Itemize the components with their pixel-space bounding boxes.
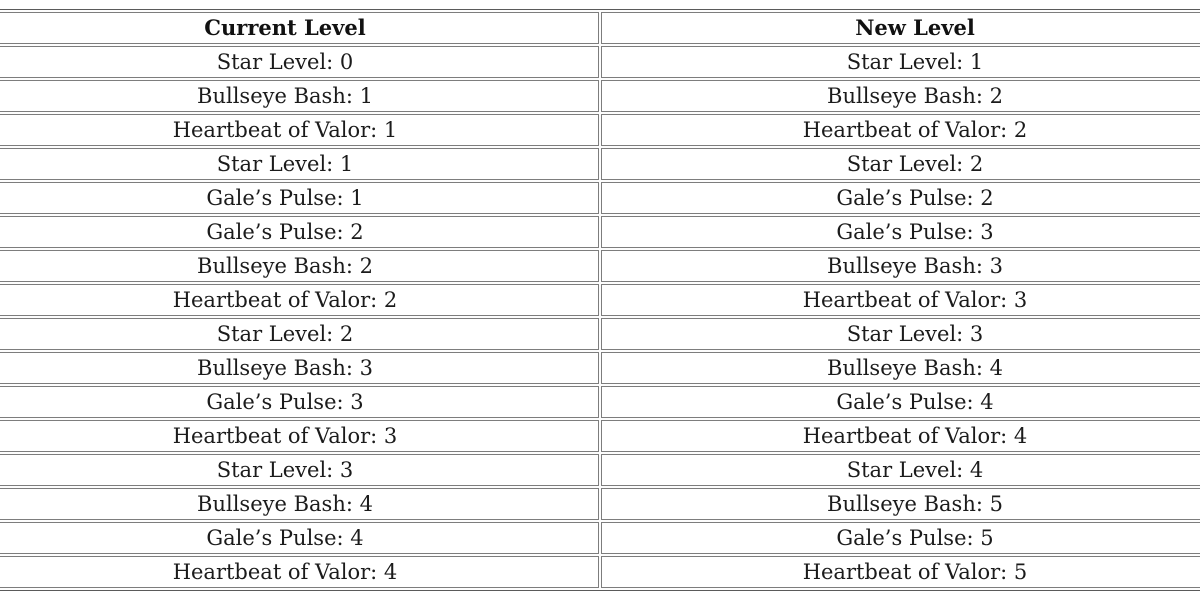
new-level-cell: Star Level: 4: [601, 454, 1200, 486]
current-level-cell: Heartbeat of Valor: 2: [0, 284, 599, 316]
current-level-cell: Gale’s Pulse: 1: [0, 182, 599, 214]
new-level-cell: Gale’s Pulse: 4: [601, 386, 1200, 418]
current-level-cell: Bullseye Bash: 1: [0, 80, 599, 112]
table-row: Bullseye Bash: 4 Bullseye Bash: 5: [0, 488, 1200, 520]
table-header: Current Level New Level: [0, 12, 1200, 44]
header-row: Current Level New Level: [0, 12, 1200, 44]
table-row: Gale’s Pulse: 1 Gale’s Pulse: 2: [0, 182, 1200, 214]
table-row: Heartbeat of Valor: 4 Heartbeat of Valor:…: [0, 556, 1200, 588]
new-level-cell: Bullseye Bash: 5: [601, 488, 1200, 520]
table-row: Star Level: 2 Star Level: 3: [0, 318, 1200, 350]
table-row: Gale’s Pulse: 2 Gale’s Pulse: 3: [0, 216, 1200, 248]
table-row: Star Level: 1 Star Level: 2: [0, 148, 1200, 180]
current-level-cell: Star Level: 0: [0, 46, 599, 78]
current-level-cell: Gale’s Pulse: 3: [0, 386, 599, 418]
current-level-cell: Heartbeat of Valor: 3: [0, 420, 599, 452]
current-level-cell: Bullseye Bash: 4: [0, 488, 599, 520]
table-body: Star Level: 0 Star Level: 1 Bullseye Bash:…: [0, 46, 1200, 588]
table-row: Bullseye Bash: 3 Bullseye Bash: 4: [0, 352, 1200, 384]
table-row: Gale’s Pulse: 3 Gale’s Pulse: 4: [0, 386, 1200, 418]
new-level-cell: Bullseye Bash: 3: [601, 250, 1200, 282]
new-level-cell: Gale’s Pulse: 5: [601, 522, 1200, 554]
current-level-cell: Star Level: 2: [0, 318, 599, 350]
level-upgrade-table: Current Level New Level Star Level: 0 Sta…: [0, 9, 1200, 591]
current-level-cell: Star Level: 1: [0, 148, 599, 180]
new-level-cell: Star Level: 3: [601, 318, 1200, 350]
new-level-cell: Star Level: 2: [601, 148, 1200, 180]
current-level-cell: Star Level: 3: [0, 454, 599, 486]
current-level-cell: Heartbeat of Valor: 4: [0, 556, 599, 588]
new-level-cell: Heartbeat of Valor: 5: [601, 556, 1200, 588]
current-level-cell: Gale’s Pulse: 4: [0, 522, 599, 554]
new-level-cell: Star Level: 1: [601, 46, 1200, 78]
table-row: Heartbeat of Valor: 2 Heartbeat of Valor:…: [0, 284, 1200, 316]
table-row: Star Level: 0 Star Level: 1: [0, 46, 1200, 78]
new-level-cell: Heartbeat of Valor: 2: [601, 114, 1200, 146]
current-level-cell: Heartbeat of Valor: 1: [0, 114, 599, 146]
column-header-current-level: Current Level: [0, 12, 599, 44]
new-level-cell: Bullseye Bash: 2: [601, 80, 1200, 112]
table-row: Bullseye Bash: 1 Bullseye Bash: 2: [0, 80, 1200, 112]
current-level-cell: Bullseye Bash: 3: [0, 352, 599, 384]
table-row: Heartbeat of Valor: 1 Heartbeat of Valor:…: [0, 114, 1200, 146]
table-row: Gale’s Pulse: 4 Gale’s Pulse: 5: [0, 522, 1200, 554]
new-level-cell: Bullseye Bash: 4: [601, 352, 1200, 384]
column-header-new-level: New Level: [601, 12, 1200, 44]
current-level-cell: Gale’s Pulse: 2: [0, 216, 599, 248]
new-level-cell: Heartbeat of Valor: 4: [601, 420, 1200, 452]
table-row: Heartbeat of Valor: 3 Heartbeat of Valor:…: [0, 420, 1200, 452]
new-level-cell: Heartbeat of Valor: 3: [601, 284, 1200, 316]
table-row: Star Level: 3 Star Level: 4: [0, 454, 1200, 486]
new-level-cell: Gale’s Pulse: 2: [601, 182, 1200, 214]
current-level-cell: Bullseye Bash: 2: [0, 250, 599, 282]
new-level-cell: Gale’s Pulse: 3: [601, 216, 1200, 248]
table-row: Bullseye Bash: 2 Bullseye Bash: 3: [0, 250, 1200, 282]
